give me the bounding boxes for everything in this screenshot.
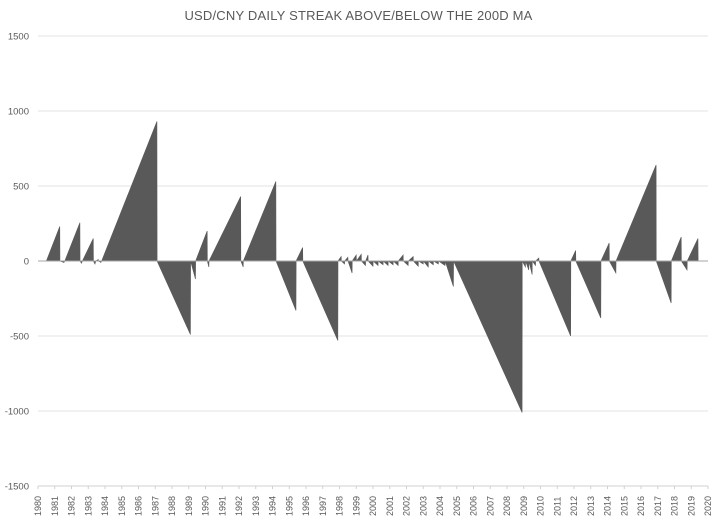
- y-tick-label: 500: [13, 182, 29, 193]
- x-tick-label: 1986: [134, 496, 144, 516]
- x-tick-label: 2008: [502, 496, 512, 516]
- x-tick-label: 1984: [100, 496, 110, 516]
- x-tick-label: 1997: [318, 496, 328, 516]
- x-tick-label: 1987: [150, 496, 160, 516]
- x-tick-label: 2015: [619, 496, 629, 516]
- x-tick-label: 2004: [435, 496, 445, 516]
- x-tick-label: 1985: [117, 496, 127, 516]
- y-tick-label: -500: [10, 332, 29, 343]
- y-tick-label: 0: [24, 257, 29, 268]
- x-tick-label: 2010: [536, 496, 546, 516]
- y-tick-label: -1000: [5, 407, 29, 418]
- x-tick-label: 2019: [686, 496, 696, 516]
- y-tick-label: 1500: [8, 32, 29, 43]
- x-tick-label: 1988: [167, 496, 177, 516]
- x-tick-label: 2002: [402, 496, 412, 516]
- x-tick-label: 2017: [653, 496, 663, 516]
- x-tick-label: 2009: [519, 496, 529, 516]
- x-tick-label: 1980: [33, 496, 43, 516]
- x-tick-label: 2020: [703, 496, 713, 516]
- x-tick-label: 1992: [234, 496, 244, 516]
- x-tick-label: 1996: [301, 496, 311, 516]
- x-tick-label: 1999: [351, 496, 361, 516]
- y-tick-label: 1000: [8, 107, 29, 118]
- x-tick-label: 2016: [636, 496, 646, 516]
- x-tick-label: 1993: [251, 496, 261, 516]
- x-axis: 1980 1981 1982 1983 1984 1985 1986 1987 1988 1989…: [33, 485, 713, 516]
- y-tick-label: -1500: [5, 482, 29, 493]
- x-tick-label: 1982: [67, 496, 77, 516]
- x-tick-label: 2000: [368, 496, 378, 516]
- x-tick-label: 1981: [50, 496, 60, 516]
- x-tick-label: 1998: [335, 496, 345, 516]
- series-area: [38, 121, 708, 413]
- y-axis: 1500 1000 500 0 -500 -1000 -1500: [5, 32, 29, 493]
- x-tick-label: 2012: [569, 496, 579, 516]
- x-tick-label: 2005: [452, 496, 462, 516]
- x-tick-label: 2014: [603, 496, 613, 516]
- x-tick-label: 2001: [385, 496, 395, 516]
- x-tick-label: 1994: [268, 496, 278, 516]
- x-tick-label: 2003: [418, 496, 428, 516]
- x-tick-label: 2011: [552, 497, 562, 516]
- x-tick-label: 2006: [469, 496, 479, 516]
- x-tick-label: 1990: [201, 496, 211, 516]
- x-tick-label: 1989: [184, 496, 194, 516]
- x-tick-label: 2018: [670, 496, 680, 516]
- x-tick-label: 2013: [586, 496, 596, 516]
- x-tick-label: 1983: [83, 496, 93, 516]
- chart-title: USD/CNY DAILY STREAK ABOVE/BELOW THE 200…: [184, 8, 533, 23]
- x-tick-label: 2007: [485, 496, 495, 516]
- x-tick-label: 1995: [284, 496, 294, 516]
- streak-area-series: [45, 121, 699, 413]
- x-tick-label: 1991: [217, 496, 227, 516]
